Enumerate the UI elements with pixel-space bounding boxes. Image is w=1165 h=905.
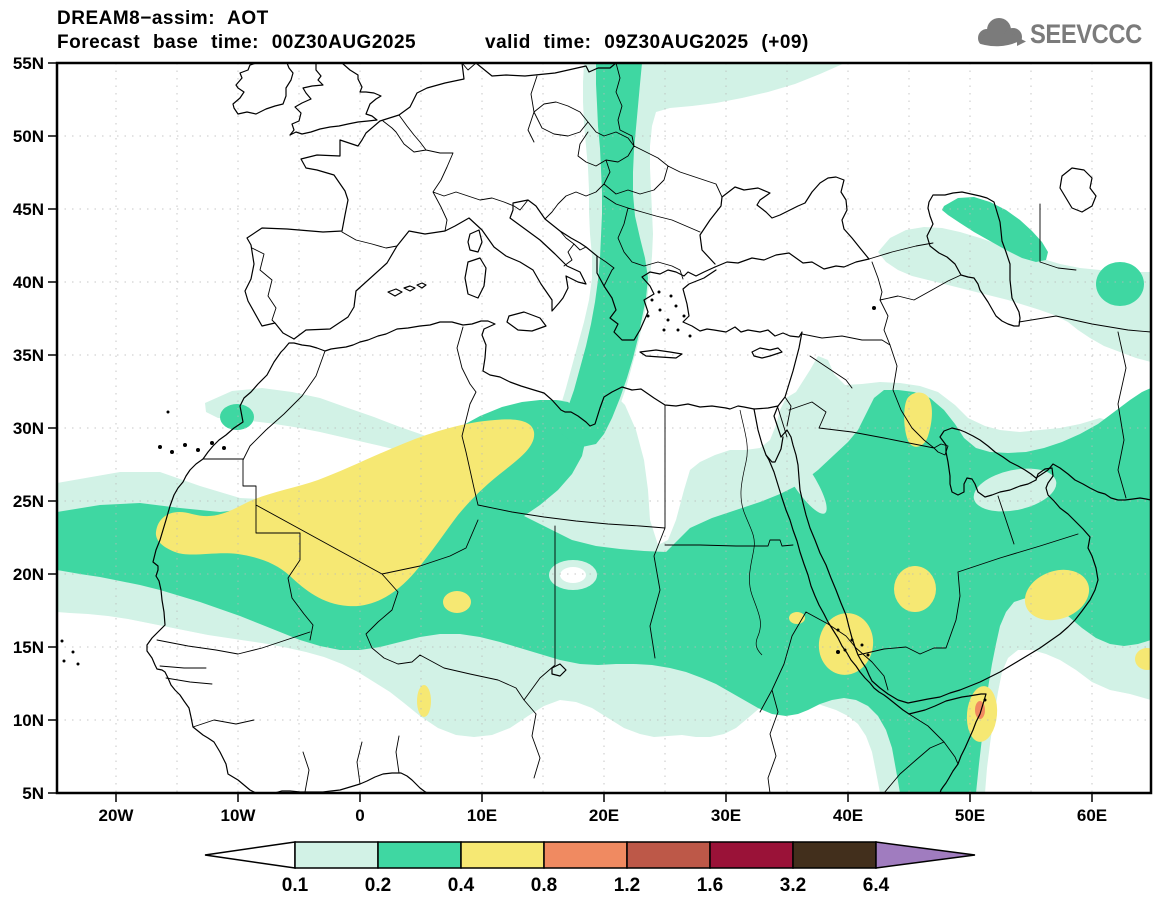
lat-label: 55N bbox=[13, 54, 44, 73]
colorbar-label: 1.6 bbox=[697, 875, 723, 896]
colorbar-arrow-low bbox=[204, 841, 296, 869]
lon-label: 30E bbox=[711, 806, 741, 825]
colorbar-label: 0.2 bbox=[365, 875, 391, 896]
page-title: DREAM8−assim: AOT bbox=[57, 8, 269, 29]
borders-caucasus-central-asia bbox=[868, 203, 1151, 499]
colorbar-label: 3.2 bbox=[780, 875, 806, 896]
coastline-black-sea-south bbox=[714, 252, 870, 270]
lat-label: 35N bbox=[13, 346, 44, 365]
lat-label: 15N bbox=[13, 638, 44, 657]
colorbar-box-0.1 bbox=[294, 841, 379, 869]
colorbar-box-1.2 bbox=[626, 841, 711, 869]
island-cyprus bbox=[751, 347, 783, 359]
coastline-black-sea-north bbox=[699, 176, 870, 265]
coastline-iran-gulf bbox=[951, 427, 1151, 501]
lat-label: 45N bbox=[13, 200, 44, 219]
lon-label: 50E bbox=[955, 806, 985, 825]
coastline-arabia bbox=[765, 405, 1099, 704]
latitude-labels: 55N 50N 45N 40N 35N 30N 25N 20N 15N 10N … bbox=[13, 54, 44, 803]
contour-0.2-morocco-blob bbox=[220, 404, 254, 430]
lon-label: 20E bbox=[589, 806, 619, 825]
coastline-mediterranean-north bbox=[293, 199, 716, 341]
contour-0.4-mali-sahara bbox=[155, 419, 535, 607]
island-crete bbox=[639, 349, 683, 359]
seevccc-logo: SEEVCCC bbox=[972, 14, 1157, 54]
colorbar-label: 0.4 bbox=[448, 875, 475, 896]
colorbar-label: 6.4 bbox=[863, 875, 890, 896]
colorbar-arrow-high bbox=[875, 841, 976, 869]
lon-label: 10E bbox=[467, 806, 497, 825]
contour-0.4-iraq-streak bbox=[904, 392, 932, 447]
contour-0.4-oman-coast bbox=[1024, 569, 1090, 621]
contour-0.1-morocco-band bbox=[205, 388, 470, 462]
lat-label: 5N bbox=[22, 784, 44, 803]
colorbar-box-0.8 bbox=[543, 841, 628, 869]
terrain-speckles bbox=[836, 306, 987, 702]
contour-0.2-caspian-streak bbox=[942, 197, 1048, 262]
contour-0.1-red-sea-patch bbox=[777, 442, 827, 514]
lat-label: 40N bbox=[13, 273, 44, 292]
borders-north-africa bbox=[156, 326, 794, 793]
contour-hole-niger-white bbox=[560, 567, 586, 583]
island-corsica bbox=[467, 229, 483, 253]
islands-canary bbox=[158, 410, 226, 454]
contour-0.1-caspian-band bbox=[878, 227, 1151, 362]
forecast-base-time-label: Forecast base time: 00Z30AUG2025 bbox=[57, 32, 417, 53]
borders-east-africa bbox=[759, 611, 959, 793]
cloud-logo-icon bbox=[973, 18, 1026, 51]
lon-label: 20W bbox=[99, 806, 135, 825]
map-canvas bbox=[57, 63, 1151, 793]
lake-chad bbox=[551, 663, 567, 677]
contour-0.2-balkan-plume bbox=[560, 63, 648, 447]
lon-label: 0 bbox=[355, 806, 364, 825]
coastline-red-sea-africa-horn bbox=[753, 408, 987, 793]
colorbar-label: 1.2 bbox=[614, 875, 640, 896]
colorbar-box-1.6 bbox=[709, 841, 794, 869]
logo-text: SEEVCCC bbox=[1029, 18, 1142, 49]
valid-time-label: valid time: 09Z30AUG2025 (+09) bbox=[485, 32, 809, 53]
nile-river bbox=[739, 409, 763, 656]
colorbar: 0.1 0.2 0.4 0.8 1.2 1.6 3.2 6.4 bbox=[204, 841, 976, 896]
lat-label: 20N bbox=[13, 565, 44, 584]
islands-cape-verde bbox=[60, 639, 80, 666]
contour-0.2-east-caspian-blob bbox=[1096, 262, 1144, 306]
coastline-caspian-sea bbox=[926, 191, 1021, 327]
lat-label: 25N bbox=[13, 492, 44, 511]
contour-0.4-niger-spot bbox=[443, 591, 471, 613]
coastline-aral-sea bbox=[1059, 167, 1097, 213]
islands-balearic bbox=[387, 282, 427, 297]
lon-label: 60E bbox=[1077, 806, 1107, 825]
lon-label: 10W bbox=[221, 806, 257, 825]
colorbar-box-0.4 bbox=[460, 841, 545, 869]
colorbar-box-0.2 bbox=[377, 841, 462, 869]
contour-0.4-nigeria-spot bbox=[417, 685, 431, 717]
coastline-turkey-levant bbox=[682, 269, 803, 410]
borders-europe bbox=[251, 63, 723, 324]
lat-label: 10N bbox=[13, 711, 44, 730]
coastline-great-britain bbox=[289, 63, 382, 136]
lon-label: 40E bbox=[833, 806, 863, 825]
island-sicily bbox=[506, 311, 547, 332]
colorbar-labels: 0.1 0.2 0.4 0.8 1.2 1.6 3.2 6.4 bbox=[282, 875, 890, 896]
colorbar-label: 0.8 bbox=[531, 875, 557, 896]
lat-label: 50N bbox=[13, 127, 44, 146]
colorbar-label: 0.1 bbox=[282, 875, 309, 896]
island-sardinia bbox=[464, 257, 487, 299]
colorbar-box-3.2 bbox=[792, 841, 877, 869]
borders-middle-east bbox=[777, 333, 1079, 656]
contour-0.4-right-edge-spot bbox=[1135, 648, 1151, 670]
coastline-europe-atlantic bbox=[244, 63, 617, 340]
lat-label: 30N bbox=[13, 419, 44, 438]
axis-ticks bbox=[48, 62, 1093, 802]
longitude-labels: 20W 10W 0 10E 20E 30E 40E 50E 60E bbox=[99, 806, 1108, 825]
coastline-ireland bbox=[232, 63, 294, 115]
islands-aegean bbox=[646, 290, 692, 338]
contour-0.4-central-saudi bbox=[894, 566, 936, 612]
